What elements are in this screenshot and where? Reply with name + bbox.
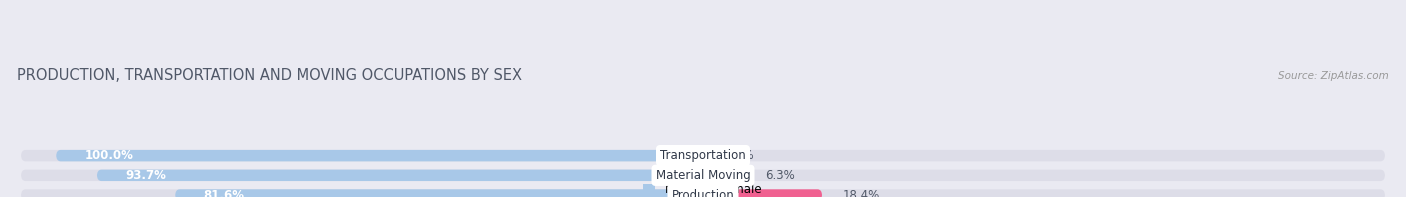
- Text: PRODUCTION, TRANSPORTATION AND MOVING OCCUPATIONS BY SEX: PRODUCTION, TRANSPORTATION AND MOVING OC…: [17, 68, 522, 83]
- FancyBboxPatch shape: [97, 170, 703, 181]
- FancyBboxPatch shape: [21, 189, 1385, 197]
- Text: 6.3%: 6.3%: [765, 169, 794, 182]
- FancyBboxPatch shape: [21, 150, 1385, 161]
- FancyBboxPatch shape: [703, 170, 744, 181]
- FancyBboxPatch shape: [176, 189, 703, 197]
- FancyBboxPatch shape: [56, 150, 703, 161]
- Text: Transportation: Transportation: [661, 149, 745, 162]
- Legend: Male, Female: Male, Female: [644, 183, 762, 196]
- FancyBboxPatch shape: [21, 170, 1385, 181]
- Text: Source: ZipAtlas.com: Source: ZipAtlas.com: [1278, 71, 1389, 81]
- FancyBboxPatch shape: [703, 189, 823, 197]
- Text: 18.4%: 18.4%: [844, 189, 880, 197]
- Text: Material Moving: Material Moving: [655, 169, 751, 182]
- Text: 93.7%: 93.7%: [125, 169, 166, 182]
- Text: 100.0%: 100.0%: [84, 149, 134, 162]
- Text: Production: Production: [672, 189, 734, 197]
- Text: 0.0%: 0.0%: [724, 149, 754, 162]
- Text: 81.6%: 81.6%: [204, 189, 245, 197]
